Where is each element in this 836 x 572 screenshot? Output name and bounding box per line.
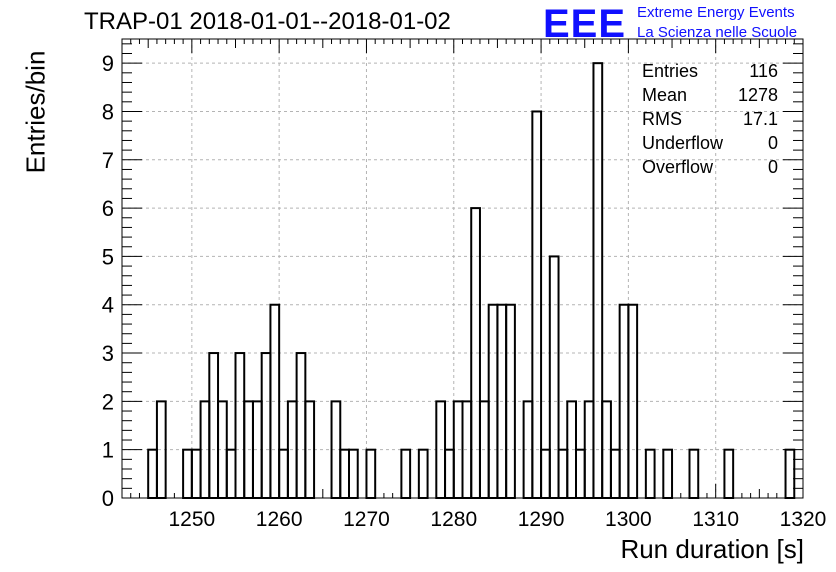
y-tick-label: 9 xyxy=(102,51,114,76)
histogram-bin xyxy=(304,400,316,499)
histogram-bin xyxy=(348,448,359,499)
x-tick-label: 1290 xyxy=(518,508,565,531)
x-tick-label: 1320 xyxy=(780,508,827,531)
x-tick-label: 1310 xyxy=(692,508,739,531)
eee-logo: EEE xyxy=(543,2,627,46)
y-tick-label: 6 xyxy=(102,196,114,221)
histogram-bin xyxy=(505,303,516,499)
stats-label: Entries xyxy=(642,61,699,81)
x-tick-label: 1270 xyxy=(343,508,390,531)
stats-row-mean: Mean 1278 xyxy=(642,83,778,107)
histogram-bin xyxy=(234,352,246,500)
stats-row-overflow: Overflow 0 xyxy=(642,155,778,179)
histogram-bin xyxy=(723,448,735,499)
stats-box: Entries 116 Mean 1278 RMS 17.1 Underflow… xyxy=(642,59,778,179)
histogram-bin xyxy=(295,352,307,500)
histogram-bin xyxy=(444,448,455,499)
x-tick-label: 1280 xyxy=(430,508,477,531)
stats-value: 1278 xyxy=(737,85,778,105)
stats-value: 0 xyxy=(767,157,778,177)
stats-row-entries: Entries 116 xyxy=(642,59,778,83)
y-tick-label: 3 xyxy=(102,341,114,366)
histogram-bin xyxy=(592,62,604,499)
x-tick-label: 1300 xyxy=(605,508,652,531)
histogram-bin xyxy=(155,400,167,499)
y-tick-label: 8 xyxy=(102,99,114,124)
histogram-bin xyxy=(557,448,569,499)
y-tick-label: 2 xyxy=(102,389,114,414)
y-tick-label: 1 xyxy=(102,438,114,463)
stats-label: Overflow xyxy=(642,157,714,177)
histogram-bin xyxy=(278,448,289,499)
histogram-bin xyxy=(609,448,621,499)
histogram-bin xyxy=(540,448,551,499)
tick-labels: 1250 1260 1270 1280 1290 1300 1310 1320 0 1 2 3 4 5 6 7… xyxy=(102,51,827,531)
y-axis-label: Entries/bin xyxy=(20,50,51,174)
histogram-bin xyxy=(575,448,586,499)
histogram-bin xyxy=(784,448,796,499)
stats-value: 0 xyxy=(767,133,778,153)
y-tick-label: 4 xyxy=(102,293,114,318)
stats-row-rms: RMS 17.1 xyxy=(642,107,778,131)
histogram-bin xyxy=(147,448,158,499)
x-tick-label: 1260 xyxy=(256,508,303,531)
histogram-bin xyxy=(470,207,481,500)
x-tick-label: 1250 xyxy=(168,508,215,531)
y-tick-label: 5 xyxy=(102,244,114,269)
histogram-bin xyxy=(417,448,429,499)
histogram-bin xyxy=(190,448,202,499)
stats-label: Mean xyxy=(642,85,688,105)
y-tick-label: 0 xyxy=(102,486,114,511)
histogram-bin xyxy=(339,448,350,499)
histogram-bin xyxy=(531,110,543,499)
x-axis-label: Run duration [s] xyxy=(620,534,804,564)
histogram-bin xyxy=(400,448,412,499)
axis-ticks xyxy=(121,39,804,499)
histogram-bin xyxy=(688,448,700,499)
histogram-bin xyxy=(548,255,560,499)
logo-line-1: Extreme Energy Events xyxy=(637,4,795,21)
histogram-bars xyxy=(147,62,796,500)
histogram-bin xyxy=(365,448,377,499)
y-tick-label: 7 xyxy=(102,148,114,173)
stats-label: RMS xyxy=(642,109,682,129)
stats-value: 116 xyxy=(749,61,778,81)
chart-title: TRAP-01 2018-01-01--2018-01-02 xyxy=(84,8,451,35)
histogram-bin xyxy=(182,448,193,499)
eee-logo-text: Extreme Energy Events La Scienza nelle S… xyxy=(637,3,797,43)
histogram-bin xyxy=(269,303,281,499)
stats-value: 17.1 xyxy=(742,109,778,129)
histogram-bin xyxy=(644,448,656,499)
histogram-bin xyxy=(627,303,639,499)
stats-row-underflow: Underflow 0 xyxy=(642,131,778,155)
histogram-bin xyxy=(225,448,237,499)
stats-label: Underflow xyxy=(642,133,724,153)
histogram-bin xyxy=(208,352,220,500)
histogram-bin xyxy=(260,352,272,500)
logo-line-2: La Scienza nelle Scuole xyxy=(637,24,798,41)
histogram-bin xyxy=(662,448,674,499)
